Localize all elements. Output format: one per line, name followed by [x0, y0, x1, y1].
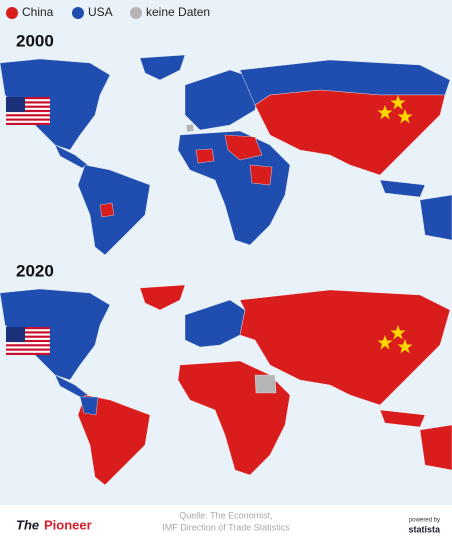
source: Quelle: The Economist,: [179, 510, 272, 520]
legend-label: USA: [88, 5, 113, 19]
map-2020: [0, 284, 452, 486]
brand: Pioneer: [44, 517, 92, 532]
year-label: 2020: [16, 261, 54, 280]
legend-swatch: [6, 7, 18, 19]
map-2000: [0, 54, 452, 256]
statista-logo: statista: [408, 524, 441, 534]
powered-by: powered by: [409, 518, 440, 524]
legend: China USA keine Daten: [6, 5, 210, 19]
legend-label: keine Daten: [146, 5, 210, 19]
brand: The: [16, 517, 39, 532]
year-label: 2000: [16, 31, 54, 50]
source: IMF Direction of Trade Statistics: [162, 522, 290, 532]
legend-label: China: [22, 5, 54, 19]
legend-swatch: [130, 7, 142, 19]
legend-swatch: [72, 7, 84, 19]
footer: [0, 505, 452, 539]
